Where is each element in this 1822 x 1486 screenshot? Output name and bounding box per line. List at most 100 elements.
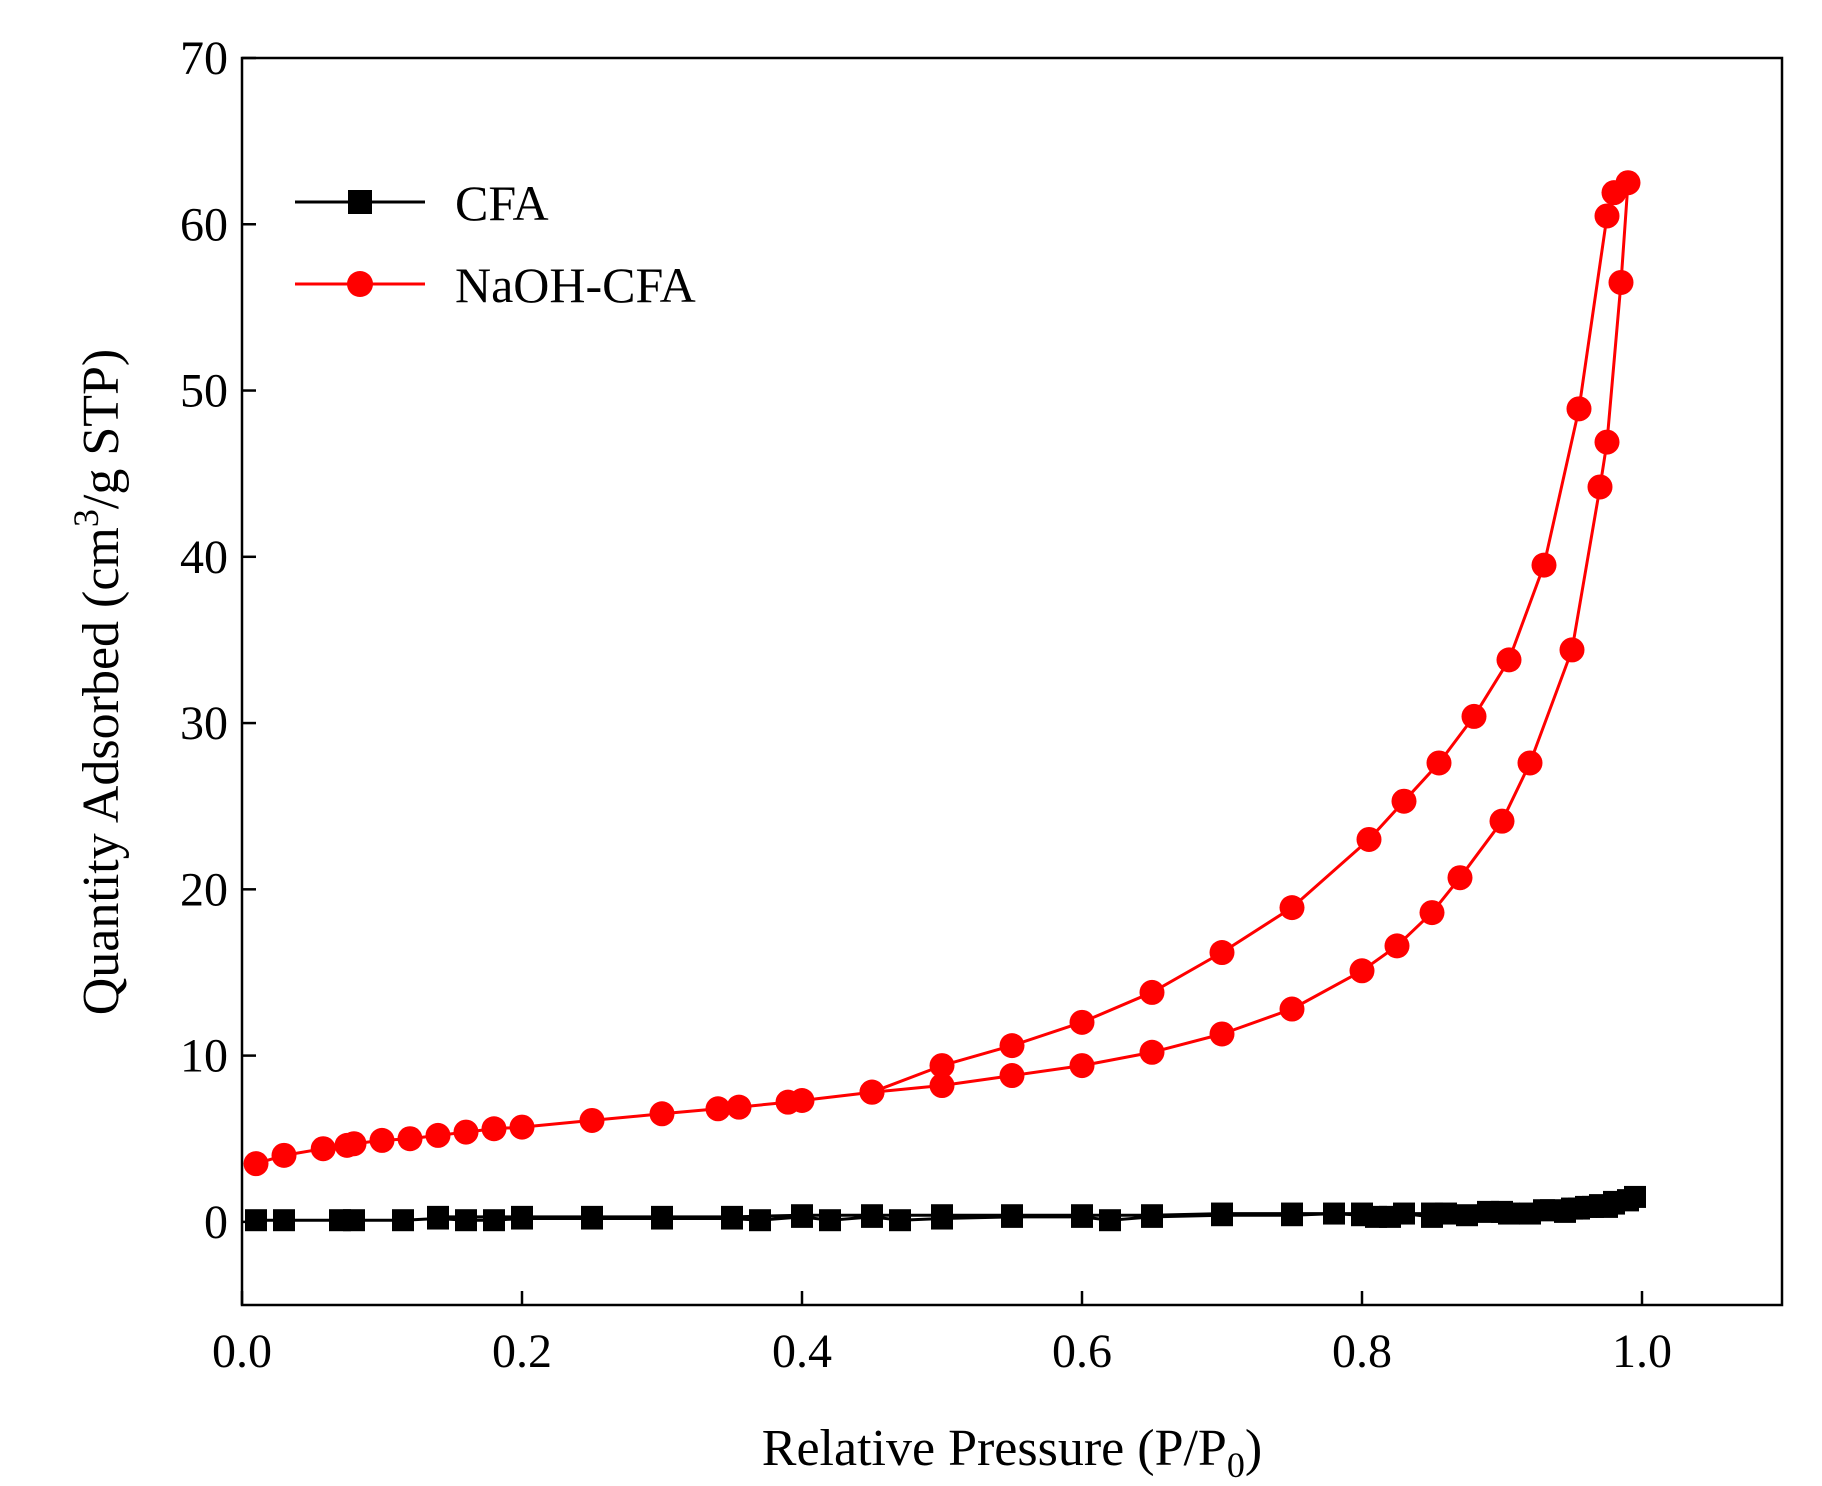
data-point-naoh-cfa [859,1079,885,1105]
data-point-naoh-cfa [1594,429,1620,455]
x-tick-label: 0.2 [492,1325,552,1378]
data-point-naoh-cfa [579,1107,605,1133]
data-point-naoh-cfa [1139,979,1165,1005]
legend-marker-cfa [348,190,372,214]
data-point-cfa [1421,1202,1443,1225]
data-point-cfa [273,1209,295,1232]
data-point-cfa [245,1209,267,1232]
data-point-cfa [392,1209,414,1232]
legend-label-cfa: CFA [455,175,549,231]
x-axis-title: Relative Pressure (P/P0) [762,1420,1262,1485]
data-point-naoh-cfa [1447,865,1473,891]
y-tick-label: 30 [180,697,228,750]
data-point-naoh-cfa [1279,895,1305,921]
data-point-naoh-cfa [1209,1021,1235,1047]
data-point-naoh-cfa [1349,958,1375,984]
y-tick-label: 20 [180,863,228,916]
data-point-cfa [931,1204,953,1227]
data-point-cfa [861,1204,883,1227]
data-point-cfa [1071,1204,1093,1227]
data-point-naoh-cfa [369,1127,395,1153]
data-point-naoh-cfa [1426,750,1452,776]
data-point-naoh-cfa [1496,647,1522,673]
y-tick-label: 0 [204,1196,228,1249]
x-tick-label: 0.0 [212,1325,272,1378]
x-tick-label: 0.6 [1052,1325,1112,1378]
data-point-cfa [1323,1202,1345,1225]
data-point-cfa [1141,1204,1163,1227]
data-point-naoh-cfa [705,1096,731,1122]
x-tick-label: 0.8 [1332,1325,1392,1378]
data-point-naoh-cfa [1069,1009,1095,1035]
data-point-naoh-cfa [999,1033,1025,1059]
data-point-cfa [1211,1202,1233,1225]
legend: CFA NaOH-CFA [295,175,696,313]
data-point-cfa [483,1209,505,1232]
data-point-naoh-cfa [1419,900,1445,926]
data-point-cfa [427,1205,449,1228]
data-point-naoh-cfa [271,1142,297,1168]
data-point-naoh-cfa [1069,1053,1095,1079]
series-cfa [245,1185,1646,1232]
data-point-cfa [1533,1199,1555,1222]
data-point-naoh-cfa [1489,808,1515,834]
data-point-naoh-cfa [1384,933,1410,959]
data-point-cfa [1099,1209,1121,1232]
data-point-naoh-cfa [1139,1039,1165,1065]
data-point-naoh-cfa [999,1063,1025,1089]
y-tick-label: 70 [180,32,228,85]
series-layer [243,170,1646,1232]
data-point-naoh-cfa [649,1101,675,1127]
data-point-naoh-cfa [929,1053,955,1079]
series-line-naoh-cfa [255,181,1630,1166]
data-point-cfa [1393,1202,1415,1225]
data-point-cfa [889,1209,911,1232]
data-point-naoh-cfa [1279,996,1305,1022]
data-point-cfa [819,1209,841,1232]
series-naoh-cfa [243,170,1641,1177]
data-point-cfa [511,1205,533,1228]
legend-label-naoh-cfa: NaOH-CFA [455,257,696,313]
data-point-naoh-cfa [1209,940,1235,966]
data-point-naoh-cfa [341,1131,367,1157]
data-point-cfa [1351,1202,1373,1225]
data-point-cfa [581,1205,603,1228]
y-axis: 0 10 20 30 40 50 60 70 [180,32,256,1249]
data-point-cfa [1456,1204,1478,1227]
data-point-cfa [651,1205,673,1228]
data-point-naoh-cfa [929,1073,955,1099]
data-point-cfa [455,1209,477,1232]
data-point-naoh-cfa [1608,269,1634,295]
x-axis: 0.0 0.2 0.4 0.6 0.8 1.0 [212,1291,1672,1378]
data-point-naoh-cfa [1587,474,1613,500]
legend-marker-naoh-cfa [347,271,373,297]
data-point-naoh-cfa [509,1114,535,1140]
data-point-naoh-cfa [1601,180,1627,206]
data-point-naoh-cfa [243,1151,269,1177]
data-point-naoh-cfa [789,1087,815,1113]
data-point-cfa [1281,1202,1303,1225]
data-point-cfa [1561,1197,1583,1220]
data-point-cfa [1001,1204,1023,1227]
x-tick-label: 1.0 [1612,1325,1672,1378]
y-tick-label: 50 [180,365,228,418]
data-point-naoh-cfa [481,1116,507,1142]
data-point-cfa [749,1209,771,1232]
data-point-naoh-cfa [425,1122,451,1148]
data-point-naoh-cfa [1517,750,1543,776]
y-tick-label: 60 [180,198,228,251]
data-point-naoh-cfa [1559,637,1585,663]
data-point-cfa [1491,1200,1513,1223]
y-axis-title: Quantity Adsorbed (cm3/g STP) [66,349,130,1016]
data-point-cfa [343,1209,365,1232]
data-point-cfa [791,1204,813,1227]
plot-frame [240,56,1784,1307]
data-point-cfa [721,1205,743,1228]
data-point-naoh-cfa [1391,788,1417,814]
y-tick-label: 10 [180,1030,228,1083]
x-tick-label: 0.4 [772,1325,832,1378]
data-point-naoh-cfa [310,1136,336,1162]
data-point-naoh-cfa [1594,203,1620,229]
data-point-naoh-cfa [1356,826,1382,852]
